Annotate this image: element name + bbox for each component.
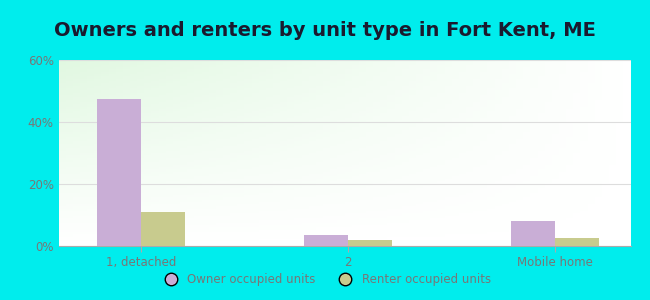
Bar xyxy=(141,212,185,246)
Bar xyxy=(554,238,599,246)
Bar xyxy=(511,221,554,246)
Bar xyxy=(348,240,392,246)
Legend: Owner occupied units, Renter occupied units: Owner occupied units, Renter occupied un… xyxy=(154,269,496,291)
Bar xyxy=(304,235,348,246)
Bar xyxy=(97,99,141,246)
Text: Owners and renters by unit type in Fort Kent, ME: Owners and renters by unit type in Fort … xyxy=(54,21,596,40)
